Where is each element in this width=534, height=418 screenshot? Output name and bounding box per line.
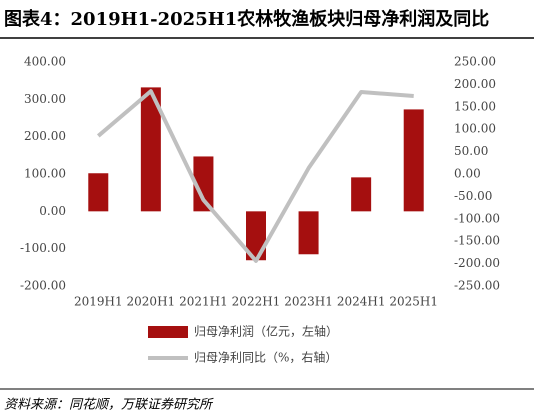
y-tick-label: -100.00 [20, 241, 66, 255]
y2-tick-label: -250.00 [454, 279, 500, 293]
bar [140, 87, 161, 212]
y2-tick-label: 0.00 [454, 167, 481, 181]
y2-tick-label: -50.00 [454, 189, 492, 203]
y2-tick-label: 250.00 [454, 55, 496, 69]
y-tick-label: 400.00 [24, 55, 66, 69]
line [96, 89, 414, 263]
x-tick-label: 2019H1 [74, 295, 123, 309]
y-tick-label: 200.00 [24, 129, 66, 143]
legend-label: 归母净利润（亿元，左轴） [194, 324, 338, 339]
bar [403, 109, 424, 212]
y-tick-label: 0.00 [39, 204, 66, 218]
source-note: 资料来源：同花顺，万联证券研究所 [4, 397, 214, 413]
legend-label: 归母净利同比（%，右轴） [194, 350, 337, 365]
y2-tick-label: 100.00 [454, 122, 496, 136]
y2-tick-label: -100.00 [454, 211, 500, 225]
y-tick-label: -200.00 [20, 279, 66, 293]
y-tick-label: 100.00 [24, 167, 66, 181]
bar [246, 211, 266, 261]
y2-tick-label: -200.00 [454, 256, 500, 270]
bar [351, 177, 372, 212]
x-tick-label: 2022H1 [232, 295, 281, 309]
y-tick-label: 300.00 [24, 92, 66, 106]
x-tick-label: 2023H1 [284, 295, 333, 309]
bar [88, 173, 109, 212]
y2-tick-label: 150.00 [454, 99, 496, 113]
x-tick-label: 2020H1 [127, 295, 176, 309]
chart-title: 图表4：2019H1-2025H1农林牧渔板块归母净利润及同比 [4, 8, 489, 30]
y2-tick-label: -150.00 [454, 234, 500, 248]
y2-tick-label: 50.00 [454, 144, 488, 158]
bar [298, 211, 319, 255]
x-tick-label: 2024H1 [337, 295, 386, 309]
legend-swatch [148, 326, 188, 338]
x-tick-label: 2021H1 [179, 295, 228, 309]
x-tick-label: 2025H1 [389, 295, 438, 309]
bar [193, 156, 214, 212]
y2-tick-label: 200.00 [454, 77, 496, 91]
